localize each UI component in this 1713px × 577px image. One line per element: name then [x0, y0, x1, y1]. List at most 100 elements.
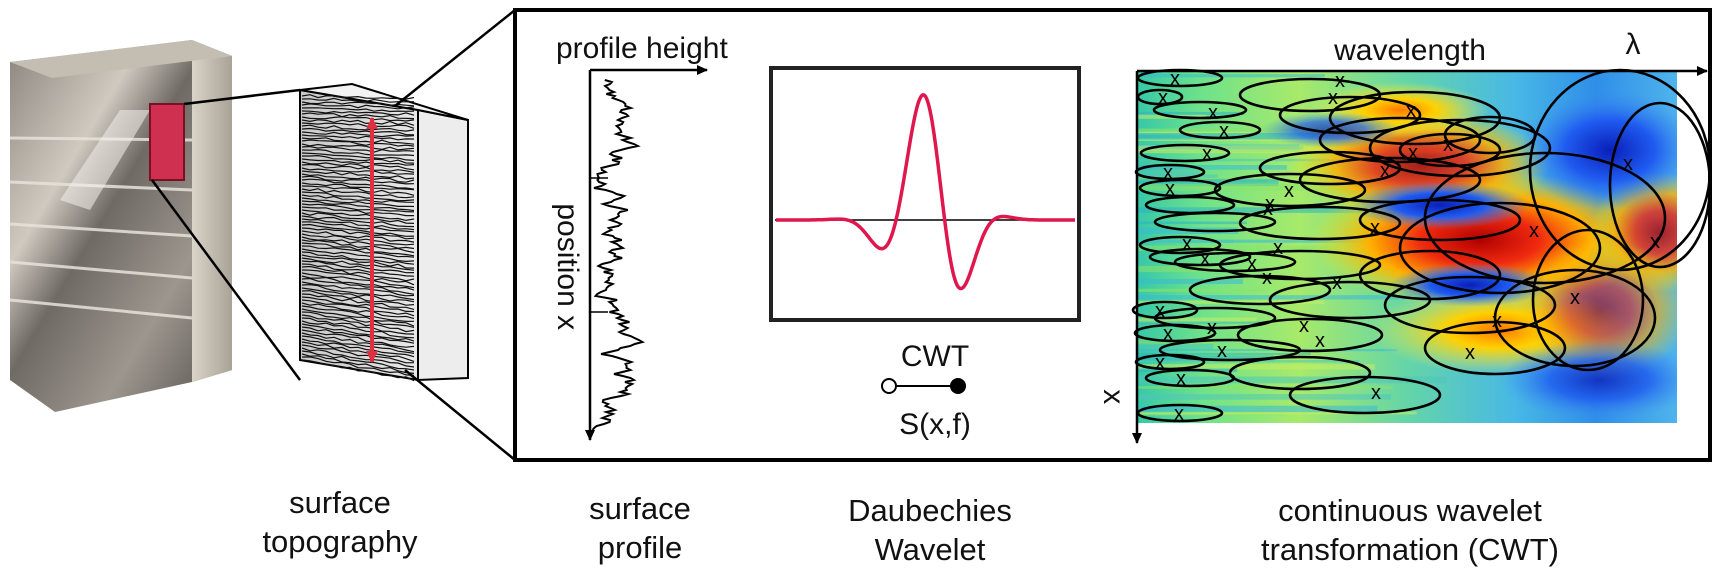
cwt-maximum-marker: x: [1492, 310, 1502, 332]
cwt-maximum-marker: x: [1158, 87, 1168, 109]
cwt-maximum-marker: x: [1284, 180, 1294, 202]
cwt-maximum-marker: x: [1208, 102, 1218, 124]
slice-striation: [301, 221, 415, 233]
cwt-maximum-marker: x: [1247, 253, 1257, 275]
heatmap-streak: [1137, 176, 1287, 181]
slice-striation: [301, 356, 415, 376]
heatmap-streak: [1137, 239, 1234, 243]
cwt-maximum-marker: x: [1328, 87, 1338, 109]
slice-striation: [301, 145, 415, 153]
slice-striation: [301, 341, 415, 362]
heatmap-streak: [1137, 349, 1397, 352]
slice-striation: [301, 308, 415, 327]
cwt-ellipse: [1398, 201, 1602, 295]
cwt-ellipse: [1493, 268, 1657, 368]
slice-striation: [301, 233, 415, 246]
caption-surface-topography: surface topography: [230, 484, 450, 562]
slice-striation: [301, 103, 415, 110]
slice-striation: [301, 272, 415, 289]
cwt-maximum-marker: x: [1262, 267, 1272, 289]
cwt-maximum-marker: x: [1623, 153, 1633, 175]
caption-line: Daubechies: [848, 493, 1012, 528]
slice-striation: [301, 178, 415, 190]
cwt-maximum-marker: x: [1332, 272, 1342, 294]
cwt-ellipse: [1278, 95, 1422, 135]
slice-striation: [301, 167, 415, 175]
cwt-ellipse: [1148, 247, 1252, 267]
slice-striation: [301, 320, 415, 339]
wavelength-label: wavelength: [1334, 34, 1486, 67]
cwt-ellipse: [1298, 156, 1482, 204]
slice-striation: [301, 137, 415, 145]
slice-striation: [301, 197, 415, 208]
cwt-maximum-marker: x: [1155, 300, 1165, 322]
cwt-ellipse: [1358, 249, 1502, 301]
cwt-ellipse: [1173, 251, 1297, 273]
slice-striation: [301, 139, 415, 147]
heatmap-streak: [1137, 239, 1422, 243]
cwt-maximum-marker: x: [1170, 68, 1180, 90]
cwt-maximum-marker: x: [1163, 323, 1173, 345]
heatmap-streak: [1137, 158, 1368, 162]
slice-striation: [301, 359, 415, 382]
heatmap-streak: [1137, 221, 1247, 225]
cwt-maximum-marker: x: [1200, 248, 1210, 270]
cwt-ellipse: [1398, 132, 1502, 168]
cwt-maximum-marker: x: [1265, 193, 1275, 215]
slice-striation: [302, 154, 415, 164]
slice-striation: [301, 248, 415, 263]
cwt-maximum-marker: x: [1155, 352, 1165, 374]
slice-striation: [301, 293, 415, 310]
slice-striation: [301, 353, 415, 374]
slice-striation: [301, 299, 415, 317]
slice-striation: [301, 200, 415, 212]
caption-daubechies-wavelet: Daubechies Wavelet: [820, 492, 1040, 570]
heatmap-streak: [1137, 321, 1268, 324]
cwt-ellipse: [1188, 274, 1332, 306]
caption-line: topography: [262, 523, 418, 559]
slice-striation: [301, 347, 415, 368]
slice-striation: [301, 311, 415, 328]
cwt-maximum-marker: x: [1406, 100, 1416, 122]
cwt-ellipse: [1423, 151, 1667, 285]
cwt-maximum-marker: x: [1163, 162, 1173, 184]
heatmap-streak: [1137, 278, 1243, 284]
cwt-maximum-marker: x: [1263, 198, 1273, 220]
cwt-ellipse: [1238, 205, 1402, 241]
slice-striation: [301, 338, 415, 358]
slice-striation: [301, 218, 415, 231]
heatmap-streak: [1137, 74, 1325, 78]
heatmap-streak: [1137, 411, 1417, 415]
slice-striation: [301, 127, 415, 136]
x-axis-label: x: [1096, 389, 1130, 405]
caption-line: profile: [597, 529, 683, 565]
cwt-maximum-marker: x: [1335, 70, 1345, 92]
heatmap-streak: [1137, 355, 1274, 361]
slice-striation: [301, 215, 415, 228]
slice-striation: [301, 143, 415, 151]
cwt-ellipse: [1139, 143, 1231, 163]
heatmap-streak: [1137, 265, 1219, 273]
heatmap-streak: [1137, 288, 1266, 292]
profile-axes: [585, 65, 708, 441]
caption-line: surface: [589, 491, 691, 526]
heatmap-streak: [1137, 376, 1447, 384]
caption-surface-profile: surface profile: [560, 490, 720, 568]
cwt-operator-symbol: [881, 378, 966, 394]
slice-striation: [301, 257, 415, 271]
slice-striation: [301, 182, 415, 191]
cwt-maximum-marker: x: [1273, 237, 1283, 259]
cwt-ellipse: [1608, 101, 1712, 269]
slice-striation: [301, 332, 415, 353]
caption-line: transformation (CWT): [1261, 531, 1559, 567]
heatmap-streak: [1137, 364, 1375, 370]
slice-striation: [301, 131, 415, 138]
slice-striation: [301, 242, 415, 257]
cwt-maximum-marker: x: [1570, 287, 1580, 309]
slice-striation: [301, 245, 415, 258]
cwt-maximum-marker: x: [1408, 142, 1418, 164]
heatmap-streak: [1137, 207, 1374, 213]
heatmap-streak: [1137, 183, 1363, 191]
cwt-ellipse: [1383, 275, 1557, 335]
